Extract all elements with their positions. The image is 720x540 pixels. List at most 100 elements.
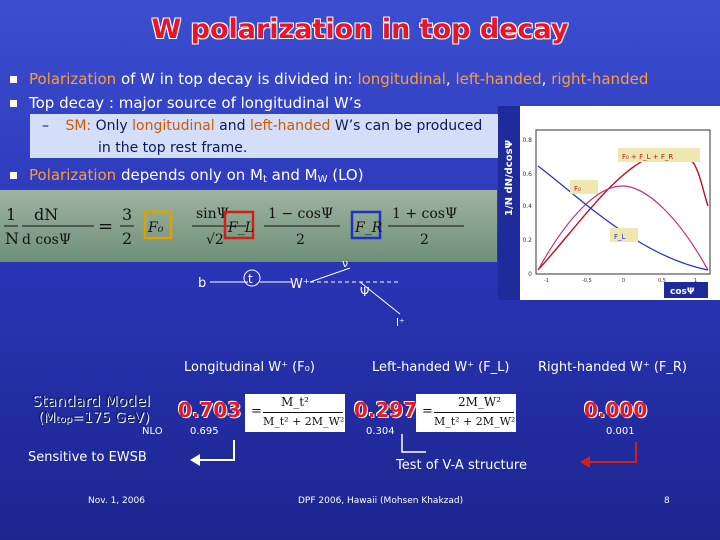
hl-left-handed: left-handed bbox=[455, 70, 542, 88]
bracket-line bbox=[401, 434, 426, 453]
xtick: 1 bbox=[694, 278, 697, 284]
eq-equals: = bbox=[98, 216, 113, 237]
eq-fr: F_R bbox=[354, 220, 383, 236]
header-right-handed: Right-handed W⁺ (F_R) bbox=[538, 360, 688, 375]
arrow-ewsb bbox=[190, 440, 235, 466]
sep: , bbox=[541, 70, 552, 88]
fl-line bbox=[434, 412, 514, 413]
lepton-line bbox=[359, 281, 401, 315]
value-fr: 0.000 bbox=[584, 398, 648, 422]
arrow-head-icon bbox=[190, 454, 200, 466]
ytick: 0.4 bbox=[522, 203, 532, 210]
decay-equation: 1 N dN d cosΨ = 3 2 F₀ sinΨ √2 F_L 1 − c… bbox=[4, 205, 464, 248]
sm-text: W’s can be produced bbox=[330, 118, 483, 134]
eq-fl: F_L bbox=[227, 220, 254, 236]
label-nu: ν bbox=[342, 258, 348, 270]
fl-den: M_t² + 2M_W² bbox=[434, 415, 516, 428]
eq-sin: sinΨ bbox=[196, 206, 229, 222]
formula-fl: = 2M_W² M_t² + 2M_W² bbox=[416, 394, 516, 432]
sm-note-line2: in the top rest frame. bbox=[98, 140, 248, 156]
bullet-square-icon bbox=[10, 172, 17, 179]
plot-frame bbox=[535, 129, 711, 275]
hl-longitudinal: longitudinal bbox=[357, 70, 446, 88]
bracket-va bbox=[401, 434, 426, 453]
eq-one: 1 bbox=[6, 205, 16, 224]
xtick: 0.5 bbox=[658, 278, 666, 284]
eq-dn: dN bbox=[34, 205, 58, 224]
xtick: 0 bbox=[622, 278, 625, 284]
bullet-square-icon bbox=[10, 76, 17, 83]
footer-conference: DPF 2006, Hawaii (Mohsen Khakzad) bbox=[298, 496, 464, 506]
sm-left-handed: left-handed bbox=[249, 118, 331, 134]
sm-row-label: Standard Model bbox=[32, 392, 151, 410]
value-f0: 0.703 bbox=[178, 398, 242, 422]
label-w: W⁺ bbox=[290, 277, 310, 292]
eq-dcos: d cosΨ bbox=[22, 232, 71, 248]
hl-polarization: Polarization bbox=[29, 70, 117, 88]
bullet-text: and M bbox=[266, 166, 318, 184]
ytick: 0 bbox=[528, 271, 532, 278]
legend-f0: F₀ bbox=[574, 185, 581, 193]
legend-fl-box bbox=[610, 228, 638, 242]
header-left-handed: Left-handed W⁺ (F_L) bbox=[372, 360, 510, 375]
sm-text: Only bbox=[91, 118, 133, 134]
sub-t: t bbox=[262, 174, 267, 185]
hl-polarization: Polarization bbox=[29, 166, 117, 184]
mtop-label: (Mtop=175 GeV) bbox=[38, 410, 149, 426]
eq-box-fl bbox=[223, 210, 255, 240]
f0-den: M_t² + 2M_W² bbox=[263, 415, 345, 428]
sub-w: W bbox=[317, 174, 328, 185]
bullet-text: of W in top decay is divided in: bbox=[116, 70, 358, 88]
plot-svg: 1/N dN/dcosΨ 0.8 0.6 0.4 0.2 0 -1 -0.5 0… bbox=[498, 106, 711, 300]
formula-f0: = M_t² M_t² + 2M_W² bbox=[245, 394, 345, 432]
arrow-line bbox=[588, 442, 637, 463]
arrow-head-icon bbox=[580, 456, 590, 468]
label-psi: Ψ bbox=[360, 285, 369, 299]
eq-two: 2 bbox=[122, 229, 132, 248]
plot-xlabel: cosΨ bbox=[670, 287, 695, 297]
label-lepton: l⁺ bbox=[396, 316, 405, 329]
mtop-value: =175 GeV) bbox=[71, 410, 150, 426]
eq-box-fr bbox=[350, 210, 382, 240]
bullet-text: Top decay : major source of longitudinal… bbox=[29, 94, 362, 112]
sm-longitudinal: longitudinal bbox=[132, 118, 215, 134]
decay-diagram: b t W⁺ ν Ψ l⁺ bbox=[198, 258, 405, 329]
bullet-text: (LO) bbox=[327, 166, 364, 184]
mtop-sub: top bbox=[55, 414, 72, 425]
footer-page-number: 8 bbox=[664, 496, 670, 506]
fl-num: 2M_W² bbox=[458, 395, 502, 409]
legend-sum-box bbox=[618, 148, 700, 162]
note-va: Test of V-A structure bbox=[396, 458, 527, 473]
label-b: b bbox=[198, 276, 206, 291]
eq-n: N bbox=[5, 229, 19, 248]
legend-f0-box bbox=[570, 180, 598, 194]
bullet-top-decay: Top decay : major source of longitudinal… bbox=[10, 94, 361, 112]
curve-sum bbox=[537, 151, 709, 271]
bullet-text: depends only on M bbox=[116, 166, 263, 184]
ytick: 0.2 bbox=[522, 237, 532, 244]
note-ewsb: Sensitive to EWSB bbox=[28, 450, 147, 465]
hl-right-handed: right-handed bbox=[551, 70, 649, 88]
sm-note-band bbox=[30, 114, 498, 158]
eq-f0: F₀ bbox=[147, 220, 164, 236]
ytick: 0.6 bbox=[522, 171, 532, 178]
nlo-fl: 0.304 bbox=[366, 426, 395, 437]
arrow-va bbox=[580, 442, 637, 468]
f0-line bbox=[263, 412, 343, 413]
curve-f0 bbox=[537, 185, 709, 271]
xtick: -0.5 bbox=[582, 278, 592, 284]
eq-sqrt2: √2 bbox=[206, 232, 224, 248]
mtop-prefix: (M bbox=[38, 410, 56, 426]
bullet-square-icon bbox=[10, 100, 17, 107]
f0-num: M_t² bbox=[281, 395, 309, 409]
footer-date: Nov. 1, 2006 bbox=[88, 496, 145, 506]
eq-1-cos: 1 − cosΨ bbox=[268, 206, 333, 222]
ylabel-band bbox=[498, 106, 520, 300]
arrow-line bbox=[198, 440, 235, 461]
legend-fl: F_L bbox=[614, 233, 626, 241]
fl-eq: = bbox=[422, 404, 433, 419]
sm-text: and bbox=[214, 118, 250, 134]
plot-ylabel: 1/N dN/dcosΨ bbox=[504, 140, 515, 216]
t-circle bbox=[243, 269, 261, 287]
value-fl: 0.297 bbox=[354, 398, 418, 422]
